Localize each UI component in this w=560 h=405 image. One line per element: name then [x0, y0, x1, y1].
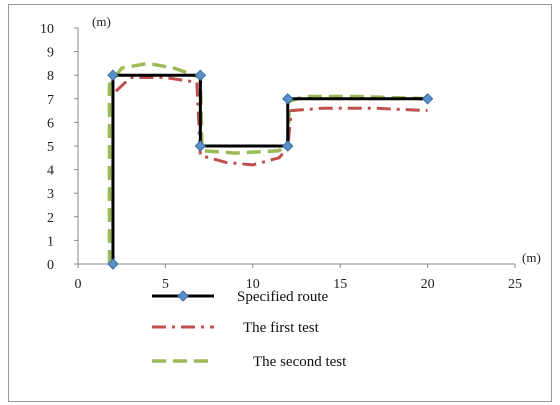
y-tick-label: 7 [47, 93, 54, 108]
legend-label: The first test [243, 320, 320, 336]
data-point-marker [282, 93, 294, 105]
legend: Specified route The first test The second … [152, 289, 347, 370]
series-line-the-first-test [111, 76, 428, 264]
y-tick-label: 1 [47, 234, 54, 249]
x-tick-label: 10 [246, 277, 260, 292]
series-line-the-second-test [107, 61, 428, 264]
y-tick-label: 5 [47, 140, 54, 155]
legend-label: Specified route [237, 289, 329, 305]
series-layer [107, 61, 434, 270]
x-tick-label: 25 [508, 277, 522, 292]
y-tick-label: 9 [47, 46, 54, 61]
y-tick-label: 0 [47, 258, 54, 273]
data-point-marker [194, 140, 207, 152]
x-tick-label: 0 [75, 277, 82, 292]
y-tick-label: 3 [47, 187, 54, 202]
legend-label: The second test [253, 354, 347, 370]
ticks: 0 5 10 15 20 25 0 1 2 3 4 5 6 7 8 9 10 [40, 22, 522, 292]
x-tick-label: 5 [162, 277, 169, 292]
data-point-marker [107, 258, 119, 270]
y-axis-unit-label: (m) [92, 14, 111, 29]
series-line-specified-route [111, 73, 428, 264]
x-tick-label: 20 [421, 277, 435, 292]
y-tick-label: 6 [47, 116, 54, 131]
y-tick-label: 2 [47, 211, 54, 226]
data-point-marker [194, 69, 207, 81]
y-tick-label: 4 [47, 164, 54, 179]
data-point-marker [107, 69, 119, 81]
data-point-marker [421, 93, 434, 105]
x-axis-unit-label: (m) [522, 250, 541, 265]
legend-marker [177, 290, 189, 302]
y-tick-label: 10 [40, 22, 54, 37]
x-tick-label: 15 [333, 277, 347, 292]
chart-frame [8, 4, 552, 402]
data-point-marker [282, 140, 294, 152]
y-tick-label: 8 [47, 69, 54, 84]
